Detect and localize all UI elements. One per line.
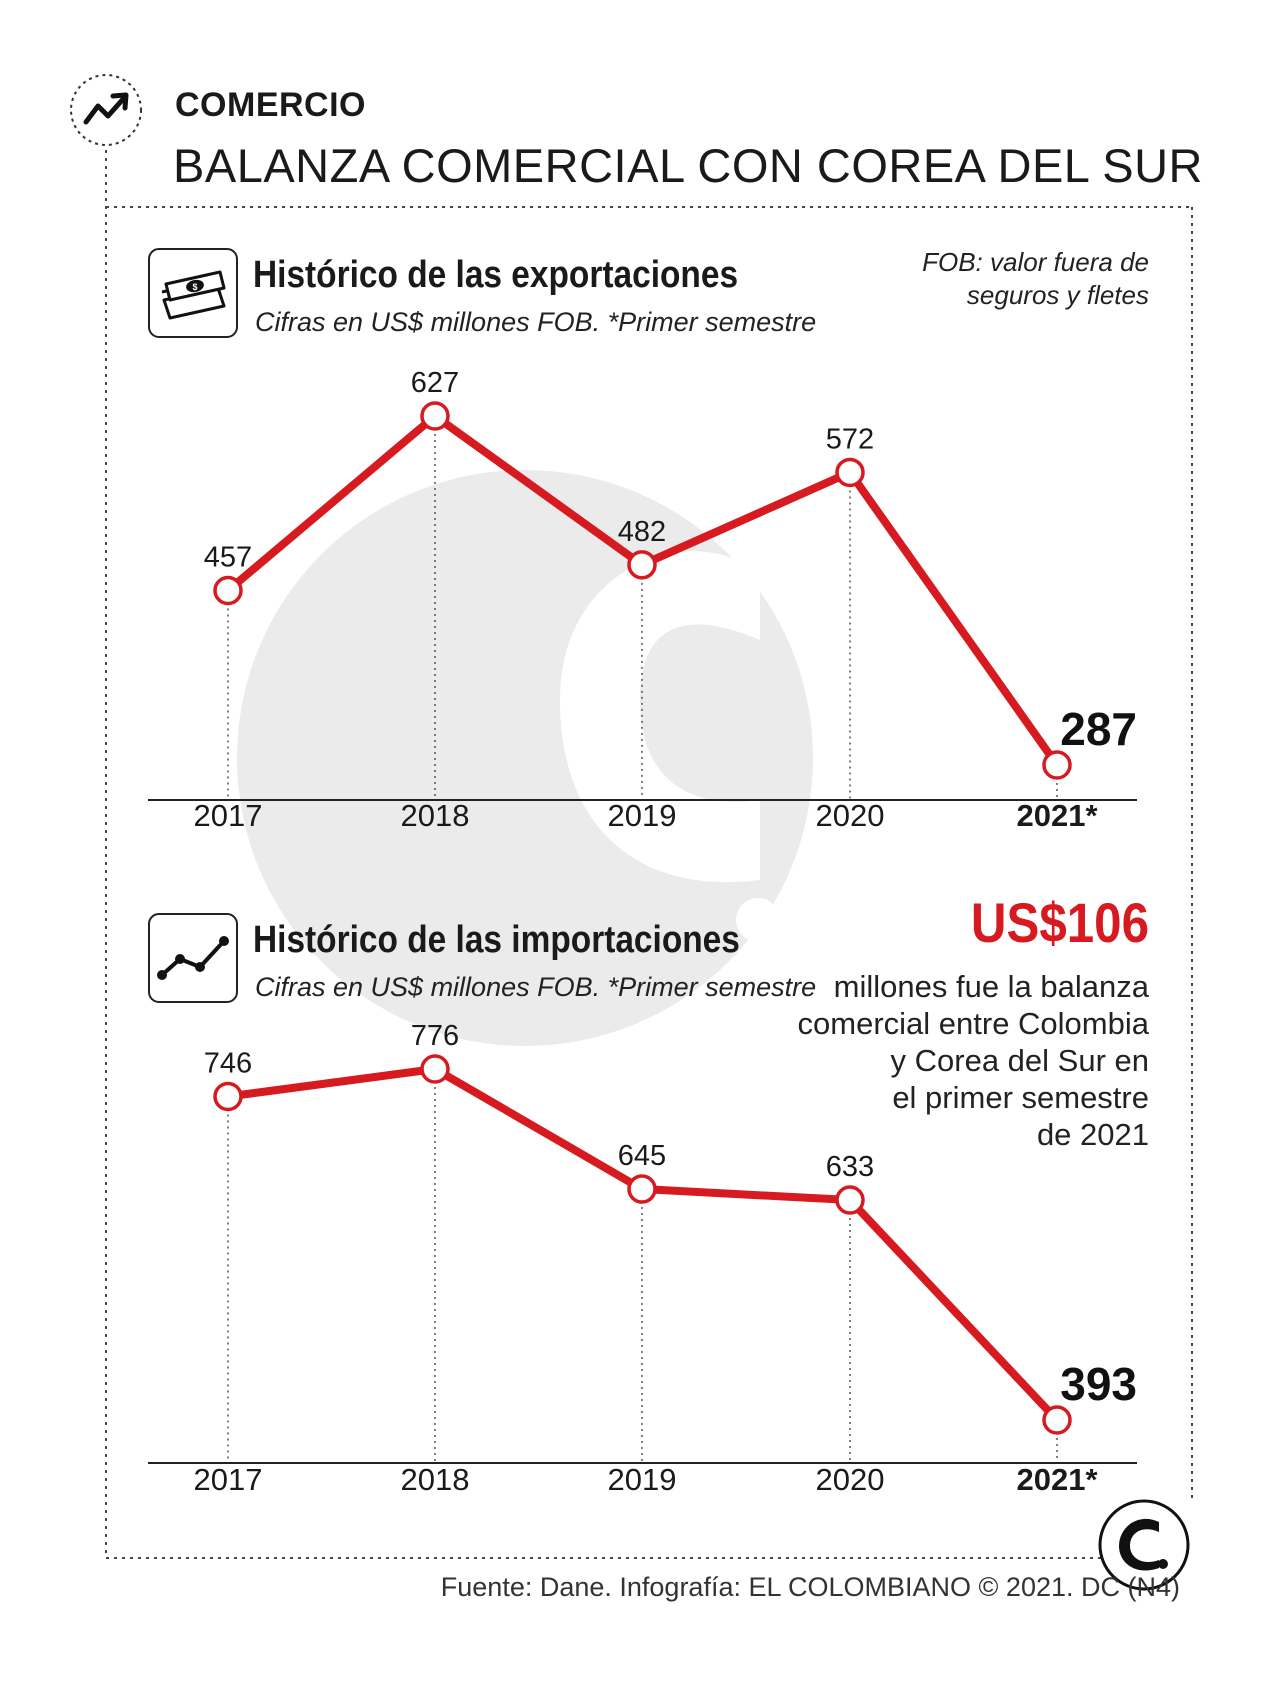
balance-description: millones fue la balanza comercial entre …	[689, 968, 1149, 1153]
imports-tick-label-4: 2021*	[1016, 1462, 1098, 1497]
exports-point-3	[835, 457, 865, 488]
trend-up-icon	[70, 74, 142, 146]
exports-data-label-4: 287	[1060, 703, 1137, 755]
line-chart-icon	[148, 913, 238, 1003]
money-icon: $	[148, 248, 238, 338]
exports-point-2	[627, 550, 657, 580]
imports-title: Histórico de las importaciones	[253, 919, 740, 961]
imports-point-3	[835, 1185, 865, 1215]
exports-data-label-1: 627	[411, 367, 459, 399]
balance-line-2: comercial entre Colombia	[797, 1006, 1149, 1041]
fob-note-line2: seguros y fletes	[966, 280, 1149, 310]
exports-tick-label-3: 2020	[816, 798, 885, 833]
el-colombiano-logo	[1098, 1499, 1190, 1591]
imports-data-label-2: 645	[618, 1140, 666, 1172]
svg-text:$: $	[192, 282, 197, 292]
imports-data-label-4: 393	[1060, 1358, 1137, 1410]
exports-tick-label-4: 2021*	[1016, 798, 1098, 833]
footer-source: Fuente: Dane. Infografía: EL COLOMBIANO …	[440, 1572, 1180, 1602]
fob-note-line1: FOB: valor fuera de	[922, 247, 1149, 277]
imports-tick-label-3: 2020	[816, 1462, 885, 1497]
exports-data-label-0: 457	[204, 542, 252, 574]
imports-point-1	[420, 1054, 450, 1084]
balance-line-3: y Corea del Sur en	[890, 1043, 1149, 1078]
exports-title: Histórico de las exportaciones	[253, 254, 739, 296]
balance-line-1: millones fue la balanza	[833, 969, 1149, 1004]
exports-point-0	[213, 575, 243, 606]
balance-line-5: de 2021	[1036, 1117, 1149, 1152]
exports-point-1	[420, 401, 450, 431]
imports-point-2	[627, 1174, 657, 1204]
imports-tick-label-1: 2018	[401, 1462, 470, 1497]
exports-data-label-3: 572	[826, 423, 874, 455]
exports-tick-label-2: 2019	[608, 798, 677, 833]
imports-data-label-0: 746	[204, 1047, 252, 1079]
imports-data-label-3: 633	[826, 1151, 874, 1183]
page-title: BALANZA COMERCIAL CON COREA DEL SUR	[173, 139, 1203, 192]
exports-data-label-2: 482	[618, 516, 666, 548]
balance-value: US$106	[970, 891, 1149, 954]
exports-point-4	[1042, 750, 1072, 780]
imports-data-label-1: 776	[411, 1020, 459, 1052]
imports-point-4	[1042, 1405, 1072, 1435]
fob-note: FOB: valor fuera de seguros y fletes	[849, 246, 1149, 312]
exports-tick-label-0: 2017	[194, 798, 263, 833]
imports-subtitle: Cifras en US$ millones FOB. *Primer seme…	[255, 972, 817, 1002]
imports-tick-label-2: 2019	[608, 1462, 677, 1497]
exports-subtitle: Cifras en US$ millones FOB. *Primer seme…	[255, 307, 817, 337]
section-label: COMERCIO	[175, 86, 366, 124]
exports-tick-label-1: 2018	[401, 798, 470, 833]
imports-tick-label-0: 2017	[194, 1462, 263, 1497]
balance-line-4: el primer semestre	[892, 1080, 1149, 1115]
imports-point-0	[213, 1081, 243, 1112]
